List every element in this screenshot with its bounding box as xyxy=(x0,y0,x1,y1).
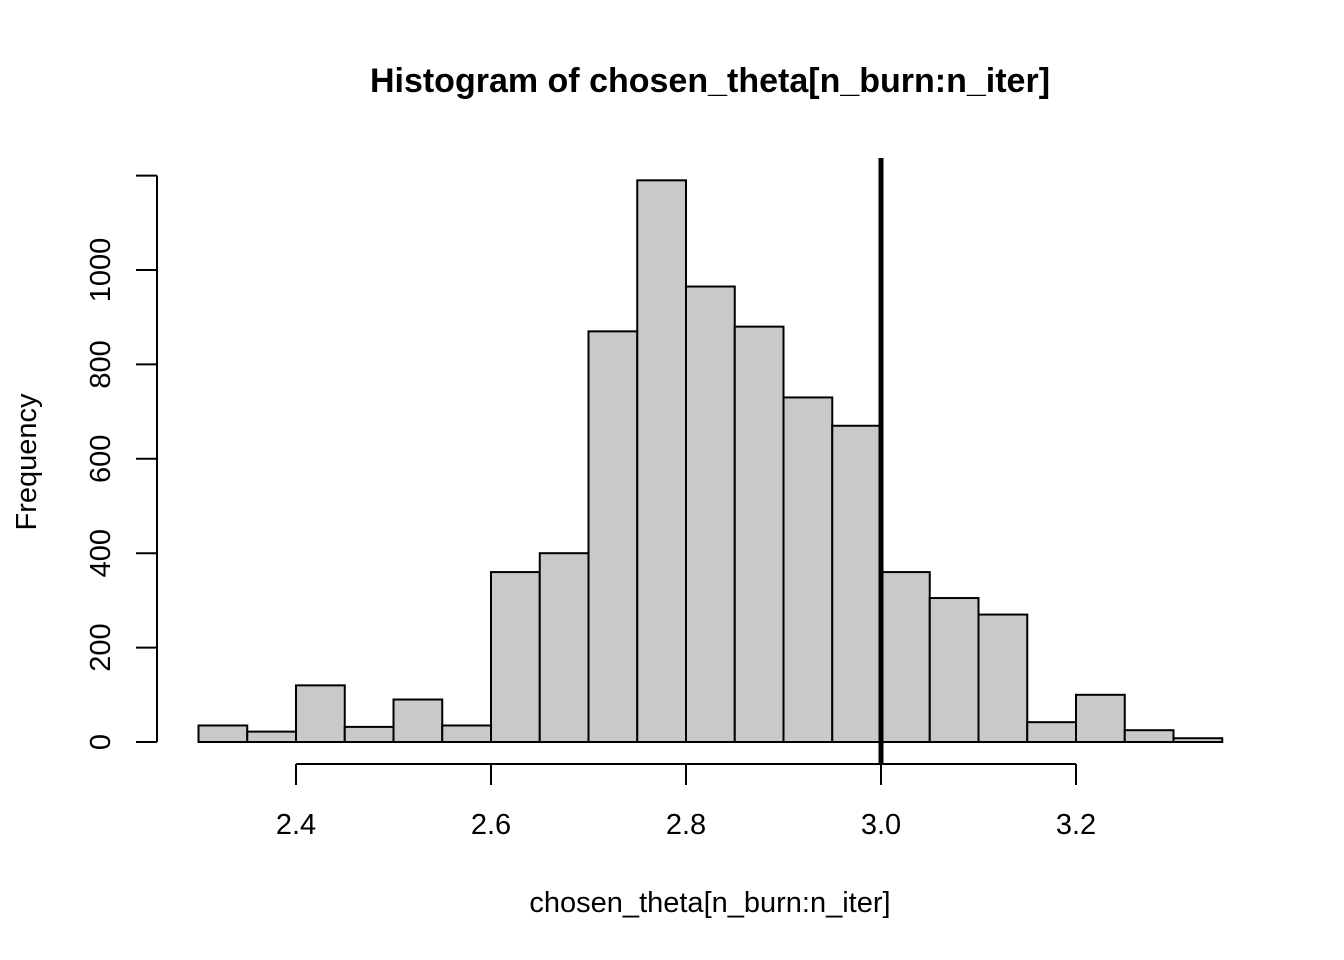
y-tick-label: 200 xyxy=(85,623,117,671)
x-tick-label: 2.4 xyxy=(276,809,316,841)
histogram-bar xyxy=(587,330,639,743)
histogram-bar xyxy=(636,179,687,743)
histogram-bar xyxy=(1123,729,1175,744)
y-axis-label: Frequency xyxy=(11,393,43,531)
y-axis: 0 200 400 600 800 1000 xyxy=(85,174,158,750)
y-tick-label: 1000 xyxy=(85,238,117,303)
histogram-bar xyxy=(1026,721,1077,744)
x-tick-label: 2.8 xyxy=(666,809,706,841)
histogram-bar xyxy=(831,424,882,743)
x-tick-label: 2.6 xyxy=(471,809,511,841)
histogram-bar xyxy=(343,725,395,743)
bars-group xyxy=(197,179,1224,744)
chart-title: Histogram of chosen_theta[n_burn:n_iter] xyxy=(370,62,1050,100)
y-tick-label: 800 xyxy=(85,340,117,388)
histogram-bar xyxy=(685,285,736,743)
x-tick-label: 3.0 xyxy=(861,809,901,841)
histogram-bar xyxy=(782,396,834,743)
y-tick-label: 0 xyxy=(85,734,117,750)
x-axis-label: chosen_theta[n_burn:n_iter] xyxy=(529,887,890,919)
x-tick-label: 3.2 xyxy=(1056,809,1096,841)
histogram-bar xyxy=(1172,737,1224,743)
histogram-bar xyxy=(441,724,492,743)
histogram-bar xyxy=(392,698,444,744)
histogram-bar xyxy=(733,325,785,743)
histogram-bar xyxy=(246,730,297,744)
histogram-bar xyxy=(197,724,249,743)
histogram-bar xyxy=(538,552,590,744)
histogram-bar xyxy=(490,571,541,744)
histogram-bar xyxy=(880,571,931,744)
histogram-bar xyxy=(1075,693,1126,743)
y-tick-label: 400 xyxy=(85,529,117,577)
histogram-bar xyxy=(295,684,346,743)
x-axis: 2.4 2.6 2.8 3.0 3.2 xyxy=(276,763,1096,841)
y-tick-label: 600 xyxy=(85,435,117,483)
histogram-bar xyxy=(928,597,980,743)
histogram-bar xyxy=(977,613,1029,743)
